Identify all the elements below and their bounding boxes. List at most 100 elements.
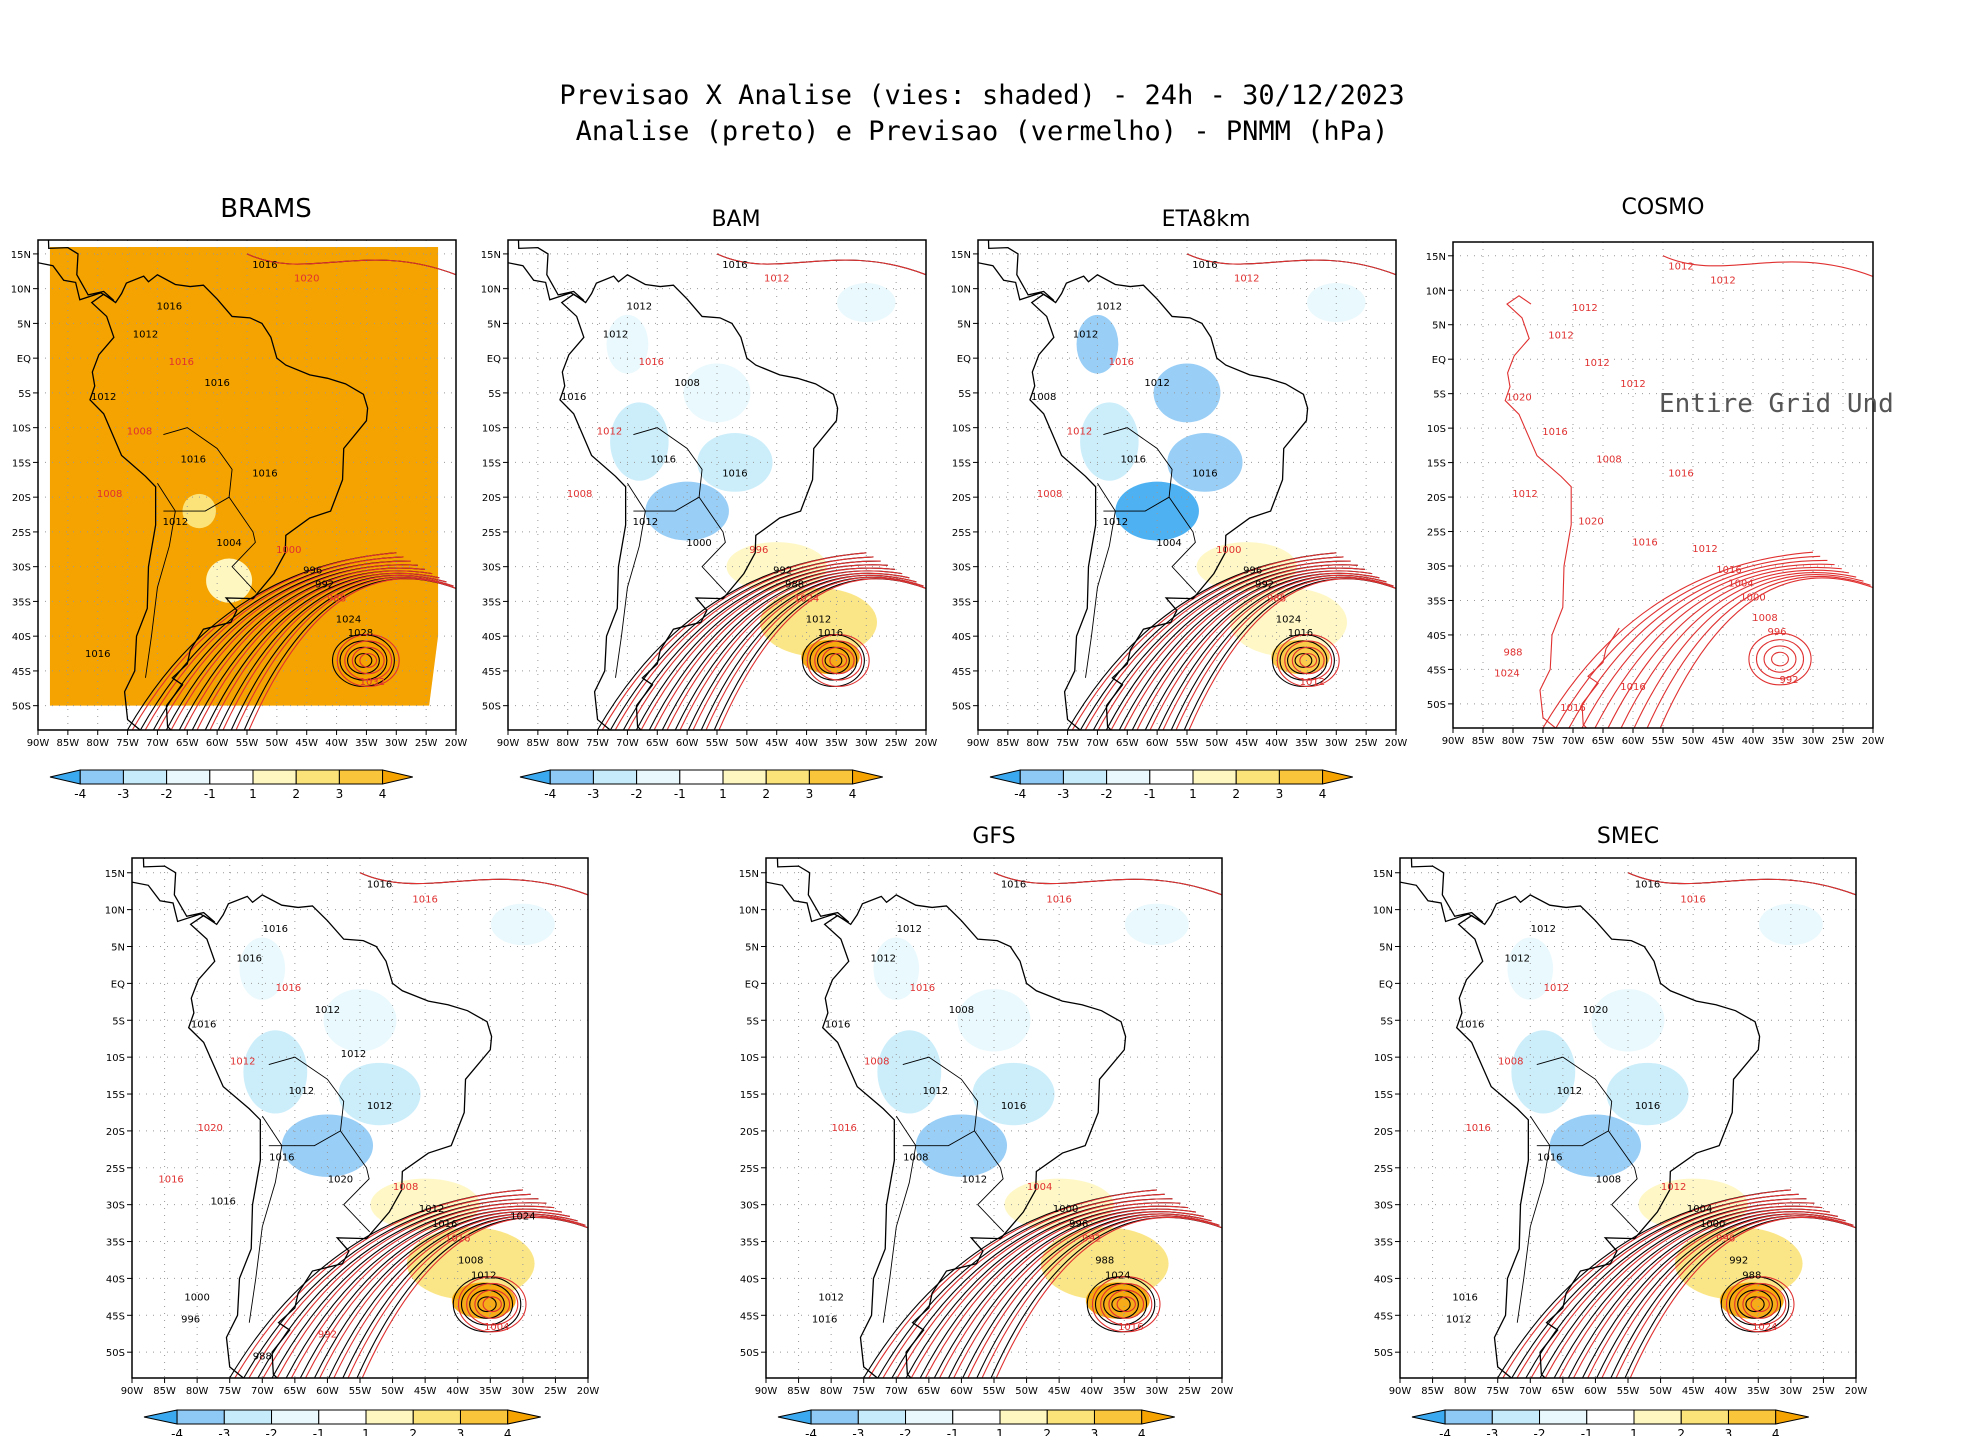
bias-shading-patch: [1307, 282, 1366, 323]
contour-label: 1024: [1752, 1322, 1777, 1333]
contour-label: 1012: [1710, 275, 1735, 286]
missing-data-message: Entire Grid Und: [1659, 389, 1894, 419]
lat-tick-label: 45S: [1427, 665, 1446, 676]
isobar-contour: [967, 1213, 1212, 1378]
isobar-contour: [1615, 1215, 1854, 1378]
isobar-contour: [1573, 1208, 1831, 1378]
country-border: [228, 496, 257, 593]
lat-tick-label: EQ: [111, 979, 125, 990]
isobar-contour: [209, 572, 440, 730]
contour-label: 1012: [806, 614, 831, 625]
contour-label: 1016: [181, 454, 206, 465]
isobar-contour: [614, 556, 874, 730]
contour-label: 1016: [252, 260, 277, 271]
contour-label: 1012: [341, 1049, 366, 1060]
contour-label: 1008: [97, 489, 122, 500]
colorbar-label: 2: [1043, 1427, 1051, 1436]
lat-tick-label: EQ: [957, 354, 971, 365]
lon-tick-label: 55W: [349, 1386, 372, 1397]
contour-label: 1012: [1544, 983, 1569, 994]
lon-tick-label: 90W: [121, 1386, 144, 1397]
colorbar: -4 -3 -2 -1 1 2 3 4: [519, 769, 883, 801]
lat-tick-label: 25S: [12, 528, 31, 539]
lat-tick-label: 35S: [952, 597, 971, 608]
colorbar-label: 2: [1232, 787, 1240, 801]
contour-label: 1024: [336, 614, 361, 625]
isobar-contour: [1084, 556, 1344, 730]
colorbar-label: 4: [1138, 1427, 1146, 1436]
colorbar-segment: [857, 1409, 907, 1425]
contour-label: 988: [253, 1352, 272, 1363]
country-border: [145, 483, 176, 678]
lon-tick-label: 30W: [1780, 1386, 1803, 1397]
colorbar-label: 3: [1725, 1427, 1733, 1436]
lon-tick-label: 55W: [236, 738, 259, 749]
contour-label: 996: [1767, 627, 1786, 638]
contour-label: 1016: [237, 953, 262, 964]
lat-tick-label: 50S: [482, 702, 501, 713]
lat-tick-label: 10S: [740, 1053, 759, 1064]
colorbar-label: -4: [805, 1427, 817, 1436]
lon-tick-label: 20W: [1845, 1386, 1868, 1397]
low-pressure-contour: [1116, 1296, 1136, 1313]
contour-label: 1008: [674, 378, 699, 389]
lat-tick-label: 50S: [106, 1348, 125, 1359]
lat-tick-label: EQ: [17, 354, 31, 365]
colorbar-label: 3: [806, 787, 814, 801]
lat-tick-label: 5N: [1432, 321, 1446, 332]
isobar-contour: [359, 872, 588, 896]
colorbar-arrow-left: [989, 769, 1021, 785]
isobar-contour: [1659, 577, 1873, 728]
isobar-contour: [993, 872, 1222, 896]
lon-tick-label: 60W: [950, 1386, 973, 1397]
contour-label: 1012: [633, 517, 658, 528]
low-pressure-contour: [1108, 1289, 1145, 1319]
contour-label: 1016: [1046, 894, 1071, 905]
contour-label: 1016: [158, 1175, 183, 1186]
contour-label: 1016: [1001, 880, 1026, 891]
low-pressure-contour: [1291, 646, 1325, 675]
contour-label: 1004: [1728, 579, 1753, 590]
isobar-contour: [234, 1189, 523, 1378]
colorbar-label: -3: [218, 1427, 230, 1436]
lon-tick-label: 50W: [1649, 1386, 1672, 1397]
lat-tick-label: 35S: [1374, 1238, 1393, 1249]
lat-tick-label: 40S: [952, 632, 971, 643]
lon-tick-label: 40W: [446, 1386, 469, 1397]
colorbar-label: -1: [1581, 1427, 1593, 1436]
colorbar-segment: [223, 1409, 273, 1425]
colorbar-segment: [338, 769, 384, 785]
lat-tick-label: 25S: [1427, 528, 1446, 539]
lon-tick-label: 65W: [918, 1386, 941, 1397]
isobar-contour: [1149, 572, 1380, 730]
lat-tick-label: 40S: [106, 1274, 125, 1285]
lon-tick-label: 35W: [355, 738, 378, 749]
lon-tick-label: 75W: [852, 1386, 875, 1397]
lon-tick-label: 85W: [527, 738, 550, 749]
contour-label: 1012: [471, 1270, 496, 1281]
isobar-contour: [196, 570, 433, 730]
coastline: [1029, 273, 1309, 730]
lon-tick-label: 50W: [381, 1386, 404, 1397]
lon-tick-label: 25W: [885, 738, 908, 749]
contour-label: 1012: [627, 302, 652, 313]
lon-tick-label: 25W: [415, 738, 438, 749]
contour-label: 1016: [1452, 1293, 1477, 1304]
contour-label: 1016: [276, 983, 301, 994]
lon-tick-label: 80W: [1502, 736, 1525, 747]
lat-tick-label: 15S: [740, 1090, 759, 1101]
bias-shading-patch: [759, 587, 878, 657]
lat-tick-label: 15N: [951, 250, 971, 261]
contour-label: 1016: [157, 302, 182, 313]
country-border: [974, 1130, 1005, 1233]
lat-tick-label: 5N: [1379, 943, 1393, 954]
colorbar-label: 4: [379, 787, 387, 801]
low-pressure-contour: [354, 653, 373, 668]
contour-label: 1012: [1234, 274, 1259, 285]
contour-label: 992: [1729, 1256, 1748, 1267]
lon-tick-label: 80W: [820, 1386, 843, 1397]
lat-tick-label: 10S: [106, 1053, 125, 1064]
contour-label: 1016: [1635, 1101, 1660, 1112]
colorbar-label: 3: [1276, 787, 1284, 801]
lon-tick-label: 85W: [787, 1386, 810, 1397]
